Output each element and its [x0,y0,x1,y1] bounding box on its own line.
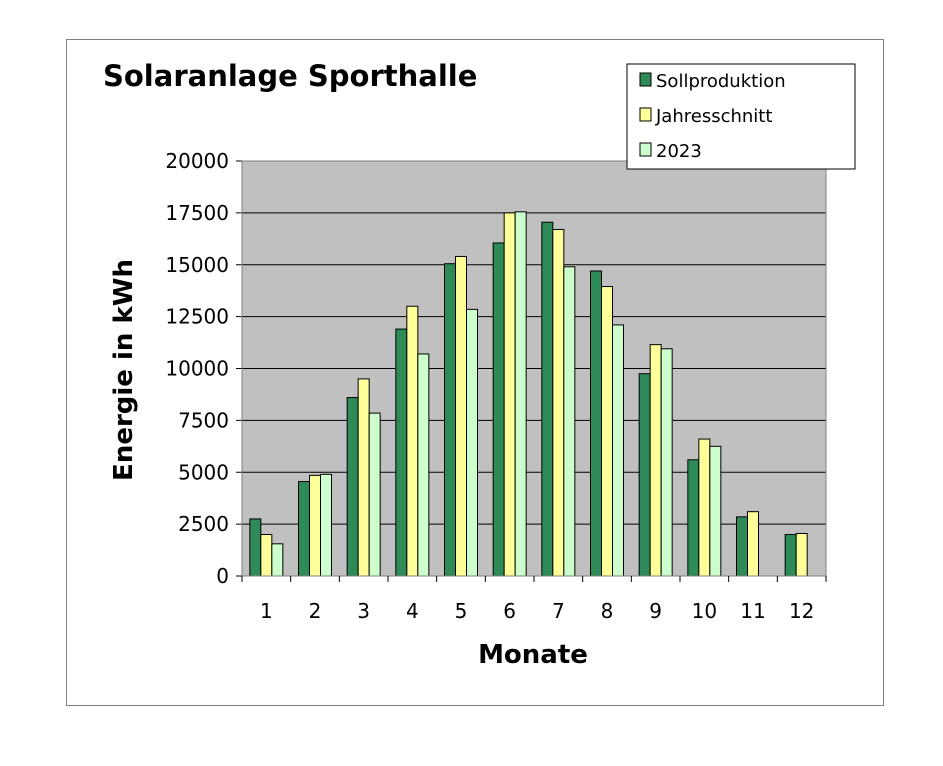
bar-jahresschnitt-9 [649,344,662,577]
x-tick-label: 7 [552,599,565,623]
x-tick-label: 8 [601,599,614,623]
y-tick-labels: 0 2500 5000 7500 10000 12500 15000 17500 20000 [165,149,229,588]
bar-jahresschnitt-8 [601,286,613,577]
bar-sollproduktion-7 [541,221,554,577]
y-tick-label: 2500 [178,512,229,536]
bar-sollproduktion-12 [784,534,797,577]
bar-2023-6 [514,211,527,577]
legend-swatch-sollproduktion [639,72,652,87]
x-tick-label: 2 [309,599,322,623]
bar-jahresschnitt-11 [747,511,759,577]
bar-jahresschnitt-5 [455,255,467,577]
bar-2023-10 [709,445,722,577]
axes [236,160,827,582]
x-tick-label: 6 [503,599,516,623]
bar-sollproduktion-6 [492,242,505,577]
bar-sollproduktion-8 [590,270,602,577]
bar-jahresschnitt-6 [503,212,516,577]
bar-2023-3 [368,412,381,577]
y-tick-label: 20000 [165,149,229,173]
x-tick-label: 4 [406,599,419,623]
legend-box [626,63,856,170]
y-tick-label: 0 [216,564,229,588]
y-tick-label: 12500 [165,305,229,329]
bar-2023-7 [563,266,576,577]
bar-sollproduktion-10 [687,459,700,577]
bar-jahresschnitt-12 [795,532,808,577]
legend-label-sollproduktion: Sollproduktion [656,71,786,92]
bar-2023-8 [612,324,624,577]
x-tick-label: 1 [260,599,273,623]
y-tick-label: 15000 [165,253,229,277]
legend-label-jahresschnitt: Jahresschnitt [655,106,772,127]
bar-jahresschnitt-4 [406,305,419,577]
legend: Sollproduktion Jahresschnitt 2023 [626,63,856,170]
legend-swatch-2023 [639,142,652,157]
bar-2023-5 [466,308,478,577]
y-tick-label: 17500 [165,201,229,225]
gridlines [242,160,826,525]
bar-jahresschnitt-1 [260,534,273,577]
x-tick-label: 12 [789,599,814,623]
bar-sollproduktion-11 [736,516,748,577]
bar-2023-9 [660,348,673,577]
x-axis-title: Monate [478,640,588,670]
y-tick-label: 7500 [178,408,229,432]
x-tick-label: 10 [692,599,717,623]
bar-jahresschnitt-10 [698,438,711,577]
bar-sollproduktion-1 [249,518,262,577]
legend-swatch-jahresschnitt [639,107,652,122]
bar-2023-1 [271,543,284,577]
bar-jahresschnitt-3 [357,378,370,577]
bar-jahresschnitt-7 [552,228,565,577]
chart-title: Solaranlage Sporthalle [103,59,477,93]
bars [249,211,808,577]
x-tick-label: 9 [649,599,662,623]
bar-sollproduktion-4 [395,328,408,577]
x-tick-label: 5 [455,599,468,623]
bar-jahresschnitt-2 [309,474,321,577]
x-tick-label: 3 [357,599,370,623]
y-tick-label: 5000 [178,460,229,484]
legend-label-2023: 2023 [656,141,702,162]
bar-sollproduktion-2 [298,481,310,577]
bar-2023-4 [417,353,430,577]
y-axis-title: Energie in kWh [109,259,139,481]
bar-sollproduktion-3 [346,397,359,577]
y-tick-label: 10000 [165,357,229,381]
x-tick-labels: 1 2 3 4 5 6 7 8 9 10 11 12 [260,599,814,623]
bar-2023-2 [320,473,332,577]
bar-sollproduktion-5 [444,263,456,577]
x-tick-label: 11 [740,599,765,623]
bar-sollproduktion-9 [638,373,651,577]
